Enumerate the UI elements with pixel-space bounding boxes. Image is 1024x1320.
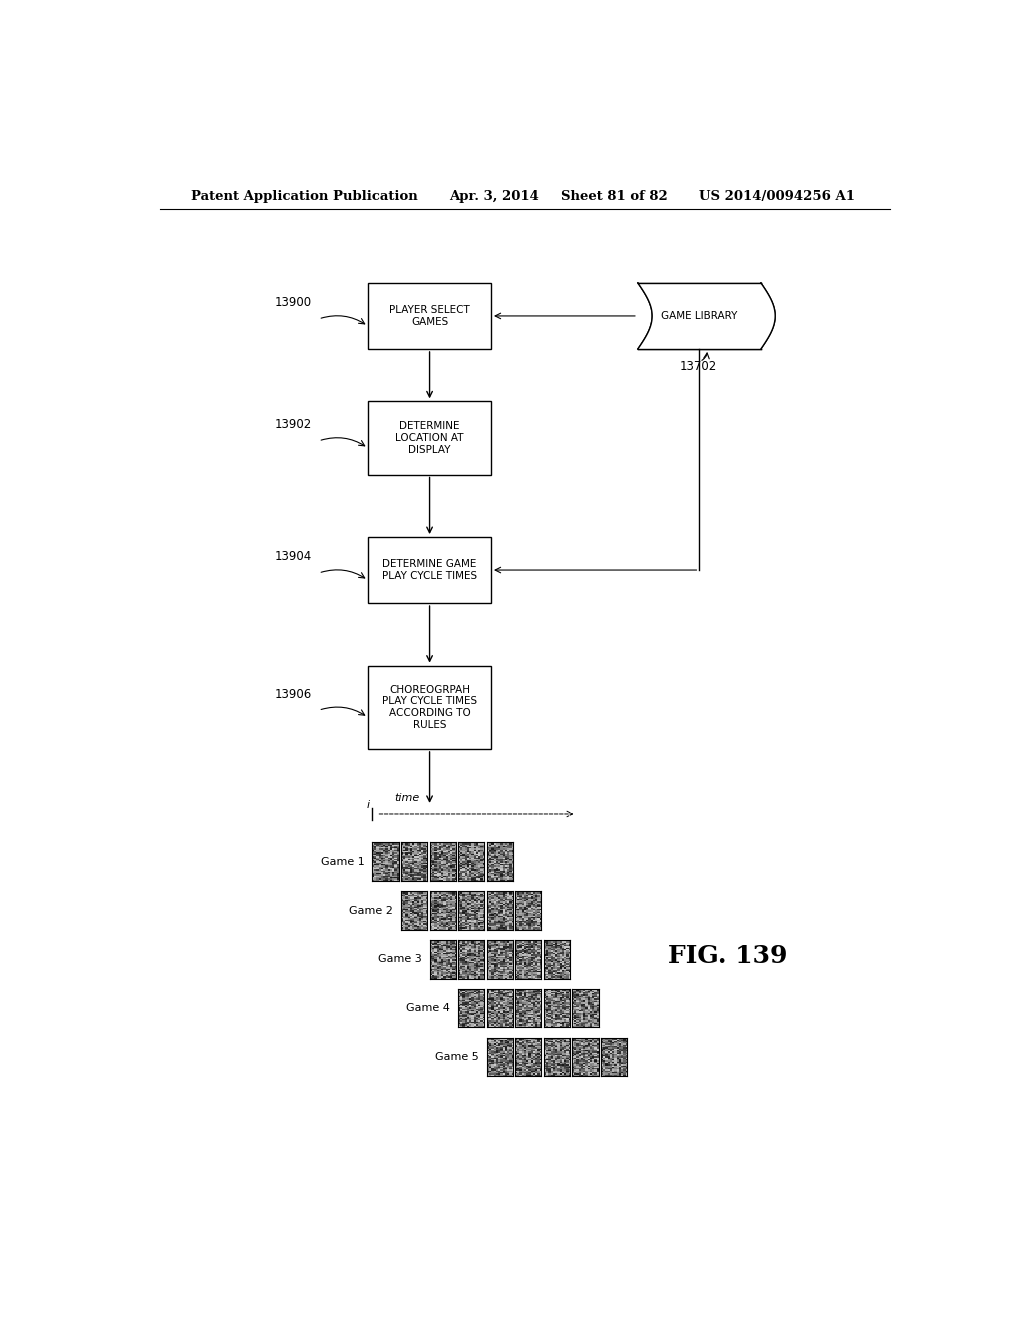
Text: Game 1: Game 1 xyxy=(321,857,365,867)
Text: 13702: 13702 xyxy=(680,360,717,372)
Text: GAME LIBRARY: GAME LIBRARY xyxy=(662,312,737,321)
Text: 13906: 13906 xyxy=(274,688,312,701)
Text: Sheet 81 of 82: Sheet 81 of 82 xyxy=(560,190,668,202)
Text: time: time xyxy=(394,793,419,803)
Text: FIG. 139: FIG. 139 xyxy=(668,944,787,969)
Text: DETERMINE
LOCATION AT
DISPLAY: DETERMINE LOCATION AT DISPLAY xyxy=(395,421,464,454)
Text: Game 5: Game 5 xyxy=(435,1052,479,1061)
Bar xyxy=(368,665,492,748)
Text: DETERMINE GAME
PLAY CYCLE TIMES: DETERMINE GAME PLAY CYCLE TIMES xyxy=(382,560,477,581)
Text: 13900: 13900 xyxy=(274,296,312,309)
Text: US 2014/0094256 A1: US 2014/0094256 A1 xyxy=(699,190,855,202)
Text: PLAYER SELECT
GAMES: PLAYER SELECT GAMES xyxy=(389,305,470,327)
Bar xyxy=(368,282,492,348)
Text: Game 4: Game 4 xyxy=(407,1003,451,1014)
Text: CHOREOGRPAH
PLAY CYCLE TIMES
ACCORDING TO
RULES: CHOREOGRPAH PLAY CYCLE TIMES ACCORDING T… xyxy=(382,685,477,730)
Text: Game 3: Game 3 xyxy=(378,954,422,965)
Text: 13902: 13902 xyxy=(274,418,312,432)
Bar xyxy=(368,401,492,474)
Bar xyxy=(368,537,492,603)
Polygon shape xyxy=(638,282,775,348)
Text: Apr. 3, 2014: Apr. 3, 2014 xyxy=(450,190,540,202)
Text: Game 2: Game 2 xyxy=(349,906,393,916)
Text: i: i xyxy=(367,800,370,810)
Text: 13904: 13904 xyxy=(274,550,312,564)
Text: Patent Application Publication: Patent Application Publication xyxy=(191,190,418,202)
